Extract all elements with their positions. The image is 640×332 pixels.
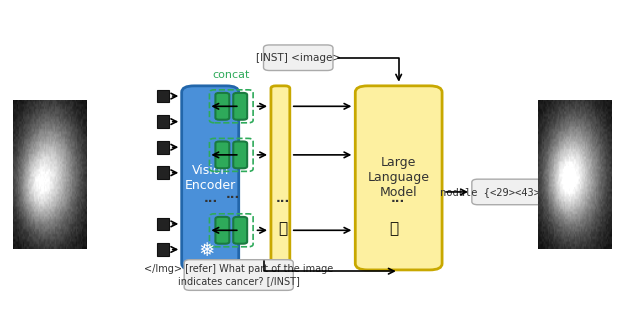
FancyBboxPatch shape	[233, 141, 247, 168]
Text: 🔥: 🔥	[278, 221, 287, 236]
Text: [INST] <image>: [INST] <image>	[255, 53, 341, 63]
FancyBboxPatch shape	[157, 243, 169, 256]
FancyBboxPatch shape	[216, 217, 229, 244]
Text: ...: ...	[226, 188, 240, 201]
FancyBboxPatch shape	[157, 217, 169, 230]
FancyBboxPatch shape	[157, 90, 169, 103]
Text: Large
Language
Model: Large Language Model	[368, 156, 429, 200]
FancyBboxPatch shape	[472, 179, 564, 205]
Text: nodule {<29><43><42><56>}: nodule {<29><43><42><56>}	[440, 187, 596, 197]
FancyBboxPatch shape	[233, 217, 247, 244]
FancyBboxPatch shape	[271, 86, 290, 270]
FancyBboxPatch shape	[233, 93, 247, 120]
FancyBboxPatch shape	[182, 86, 239, 270]
Text: ...: ...	[204, 192, 218, 205]
Text: ...: ...	[391, 192, 405, 205]
FancyBboxPatch shape	[355, 86, 442, 270]
FancyBboxPatch shape	[184, 260, 293, 290]
FancyBboxPatch shape	[216, 141, 229, 168]
FancyBboxPatch shape	[264, 45, 333, 70]
Text: ❅: ❅	[198, 241, 214, 260]
FancyBboxPatch shape	[216, 93, 229, 120]
FancyBboxPatch shape	[157, 166, 169, 179]
Text: </Img> [refer] What part of the image
indicates cancer? [/INST]: </Img> [refer] What part of the image in…	[144, 264, 333, 286]
Text: Vision
Encoder: Vision Encoder	[184, 164, 236, 192]
FancyBboxPatch shape	[157, 141, 169, 154]
Text: 🔥: 🔥	[389, 221, 399, 236]
Text: concat: concat	[212, 70, 250, 80]
Text: ...: ...	[276, 192, 291, 205]
FancyBboxPatch shape	[157, 115, 169, 128]
